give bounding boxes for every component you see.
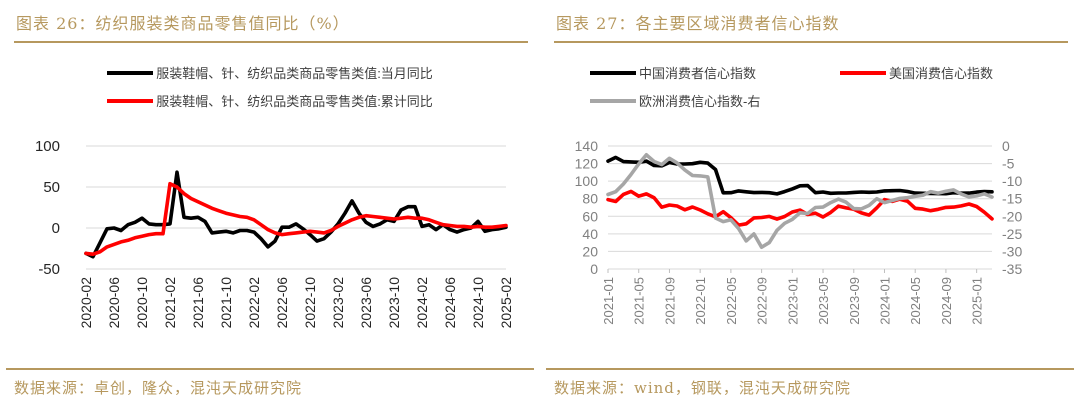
y-axis-tick-label: 20 [582,243,598,259]
red-line-swatch [840,70,886,75]
x-axis-tick-label: 2024-05 [908,277,923,325]
x-axis-tick-label: 2021-09 [662,277,677,325]
figure-26-line-chart: 100 50 0 -50 2020-02 2020-06 2020-10 2021-02 202… [35,138,514,329]
x-axis-tick-label: 2020-10 [134,277,150,329]
x-axis-tick-label: 2023-10 [386,277,402,329]
series-line [606,152,994,249]
x-axis-tick-label: 2022-10 [302,277,318,329]
x-axis-tick-label: 2024-06 [442,277,458,329]
black-line-swatch [107,70,154,75]
legend-item-europe-cci: 欧洲消费信心指数-右 [590,91,840,110]
x-axis-tick-label: 2021-10 [218,277,234,329]
x-axis-tick-label: 2023-02 [330,277,346,329]
right-y-axis-tick-label: -15 [1002,191,1022,207]
x-axis-tick-label: 2022-01 [693,277,708,325]
legend-item-china-cci: 中国消费者信心指数 [590,63,840,82]
x-axis-tick-label: 2021-05 [632,277,647,325]
x-axis-tick-label: 2025-02 [498,277,514,329]
y-axis-tick-label: 140 [575,138,599,154]
x-axis-tick-label: 2021-06 [190,277,206,329]
x-axis-tick-label: 2020-06 [106,277,122,329]
legend-item-cumulative-yoy: 服装鞋帽、针、纺织品类商品零售类值:累计同比 [107,91,433,110]
series-line [84,170,508,259]
x-axis-tick-label: 2022-02 [246,277,262,329]
figure-26-source-note: 数据来源：卓创，隆众，混沌天成研究院 [6,368,534,408]
y-axis-tick-label: 0 [590,261,598,277]
x-axis-tick-label: 2023-01 [785,277,800,325]
y-axis-tick-label: -50 [38,261,60,278]
x-axis-tick-label: 2023-05 [816,277,831,325]
black-line-swatch [590,70,636,75]
x-axis-tick-label: 2022-09 [755,277,770,325]
series-line [606,189,994,227]
x-axis-tick-label: 2023-06 [358,277,374,329]
y-axis-tick-label: 50 [43,179,60,196]
right-y-axis-tick-label: -10 [1002,173,1022,189]
x-axis-tick-label: 2021-01 [601,277,616,325]
x-axis-tick-label: 2024-01 [877,277,892,325]
series-line [84,181,508,256]
y-axis-tick-label: 0 [52,220,60,237]
y-axis-tick-label: 80 [582,191,598,207]
legend-label: 欧洲消费信心指数-右 [639,94,761,109]
figure-27-title: 图表 27：各主要区域消费者信心指数 [554,0,1068,43]
x-axis-tick-label: 2020-02 [78,277,94,329]
right-y-axis-tick-label: -5 [1002,156,1015,172]
right-y-axis-tick-label: 0 [1002,138,1010,154]
right-y-axis-tick-label: -20 [1002,208,1022,224]
x-axis-tick-label: 2025-01 [970,277,985,325]
y-axis-tick-label: 60 [582,208,598,224]
right-y-axis-tick-label: -30 [1002,243,1022,259]
legend-label: 服装鞋帽、针、纺织品类商品零售类值:累计同比 [156,94,433,109]
figure-27-legend: 中国消费者信心指数 美国消费信心指数 欧洲消费信心指数-右 [590,63,1080,110]
x-axis-tick-label: 2022-05 [724,277,739,325]
y-axis-tick-label: 100 [35,138,60,155]
x-axis-tick-label: 2024-02 [414,277,430,329]
right-y-axis-tick-label: -25 [1002,226,1022,242]
red-line-swatch [107,98,154,103]
panel-figure-27: 图表 27：各主要区域消费者信心指数 中国消费者信心指数 美国消费信心指数 欧洲… [540,0,1080,408]
figure-27-source-note: 数据来源：wind，钢联，混沌天成研究院 [546,368,1074,408]
legend-item-monthly-yoy: 服装鞋帽、针、纺织品类商品零售类值:当月同比 [107,63,433,82]
panel-figure-26: 图表 26：纺织服装类商品零售值同比（%） 服装鞋帽、针、纺织品类商品零售类值:… [0,0,540,408]
right-y-axis-tick-label: -35 [1002,261,1022,277]
x-axis-tick-label: 2022-06 [274,277,290,329]
y-axis-tick-label: 100 [575,173,599,189]
legend-label: 服装鞋帽、针、纺织品类商品零售类值:当月同比 [156,66,433,81]
figure-26-title: 图表 26：纺织服装类商品零售值同比（%） [14,0,528,43]
y-axis-tick-label: 120 [575,156,599,172]
x-axis-tick-label: 2024-10 [470,277,486,329]
legend-label: 中国消费者信心指数 [639,66,757,81]
gray-line-swatch [590,98,636,103]
figure-26-legend: 服装鞋帽、针、纺织品类商品零售类值:当月同比 服装鞋帽、针、纺织品类商品零售类值… [0,63,540,110]
x-axis-tick-label: 2023-09 [847,277,862,325]
x-axis-tick-label: 2021-02 [162,277,178,329]
y-axis-tick-label: 40 [582,226,598,242]
x-axis-tick-label: 2024-09 [939,277,954,325]
legend-label: 美国消费信心指数 [889,66,994,81]
legend-item-us-cci: 美国消费信心指数 [840,63,1080,82]
